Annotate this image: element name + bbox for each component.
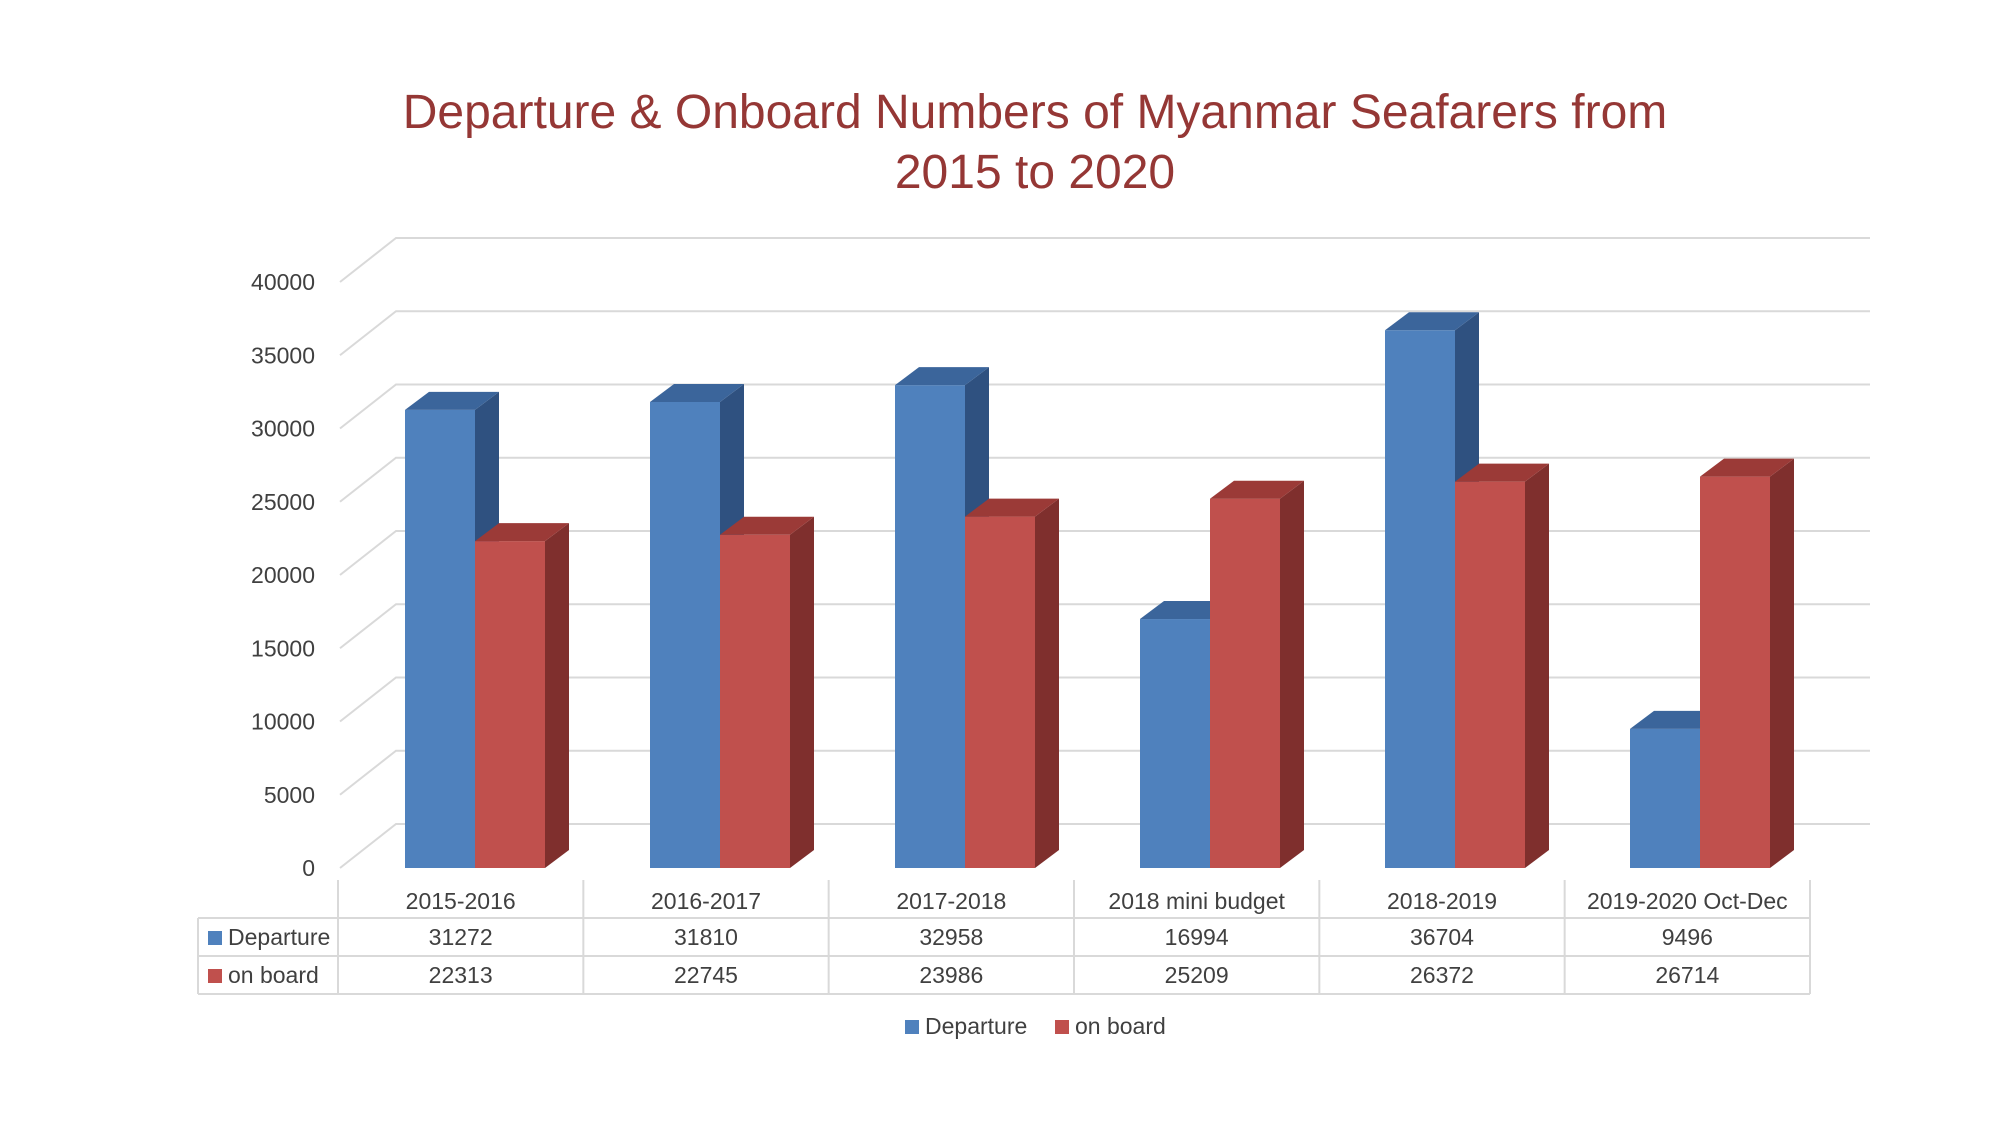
bar-side <box>1035 498 1059 868</box>
bar-side <box>790 516 814 868</box>
y-tick-label: 0 <box>302 855 315 881</box>
bar-top <box>475 523 569 542</box>
data-label: 31272 <box>429 924 493 950</box>
chart-title-line-1: Departure & Onboard Numbers of Myanmar S… <box>403 86 1668 139</box>
data-label: 32958 <box>919 924 983 950</box>
gridline <box>339 310 1870 357</box>
data-table: 2015-2016 2016-2017 2017-2018 2018 mini bud… <box>197 880 1811 995</box>
bar-side <box>1280 480 1304 868</box>
x-tick-label: 2015-2016 <box>406 888 516 914</box>
legend-label: on board <box>1075 1013 1166 1039</box>
chart-title-line-2: 2015 to 2020 <box>895 146 1175 199</box>
bar-front <box>1140 619 1210 868</box>
legend-label: Departure <box>925 1013 1027 1039</box>
bar-front <box>405 409 475 868</box>
bar-front <box>475 541 545 868</box>
y-tick-label: 25000 <box>251 489 315 515</box>
bar-on-board <box>720 516 814 868</box>
bar-top <box>1455 463 1549 482</box>
bar-front <box>1700 476 1770 868</box>
y-tick-label: 5000 <box>264 782 315 808</box>
data-label: 16994 <box>1165 924 1229 950</box>
x-tick-label: 2016-2017 <box>651 888 761 914</box>
legend: Departure on board <box>905 1013 1166 1039</box>
bar-top <box>720 516 814 535</box>
data-label: 26372 <box>1410 962 1474 988</box>
bar-on-board <box>1700 458 1794 868</box>
gridline <box>339 383 1870 430</box>
gridline <box>339 749 1870 796</box>
gridline <box>339 676 1870 723</box>
bar-side <box>1525 463 1549 868</box>
bar-front <box>895 385 965 868</box>
gridline <box>339 530 1870 576</box>
bar-front <box>965 516 1035 868</box>
bar-on-board <box>1210 480 1304 868</box>
bar-front <box>650 401 720 868</box>
y-tick-label: 40000 <box>251 269 315 295</box>
bar-top <box>895 367 989 386</box>
table-legend-key <box>208 931 222 945</box>
bar-front <box>1210 498 1280 868</box>
bar-top <box>1700 458 1794 477</box>
bar-front <box>1385 330 1455 869</box>
x-tick-label: 2017-2018 <box>896 888 1006 914</box>
gridlines <box>339 237 1870 869</box>
y-tick-label: 35000 <box>251 342 315 368</box>
data-label: 25209 <box>1165 962 1229 988</box>
bar-side <box>545 523 569 868</box>
legend-swatch <box>1055 1020 1069 1034</box>
bar-side <box>1770 458 1794 868</box>
data-label: 31810 <box>674 924 738 950</box>
y-axis-ticks: 0 5000 10000 15000 20000 25000 30000 35000 40000 <box>251 269 315 881</box>
x-tick-label: 2019-2020 Oct-Dec <box>1587 888 1788 914</box>
bar-top <box>650 383 744 402</box>
bar-top <box>405 391 499 410</box>
bar-on-board <box>1455 463 1549 868</box>
table-legend-key <box>208 969 222 983</box>
data-label: 23986 <box>919 962 983 988</box>
data-label: 36704 <box>1410 924 1474 950</box>
y-tick-label: 30000 <box>251 416 315 442</box>
bar-front <box>1630 728 1700 868</box>
gridline <box>339 823 1870 869</box>
data-label: 22745 <box>674 962 738 988</box>
bar-top <box>965 498 1059 517</box>
gridline <box>339 237 1870 283</box>
table-series-name: Departure <box>228 924 330 950</box>
x-tick-label: 2018 mini budget <box>1108 888 1285 914</box>
bar-front <box>720 534 790 868</box>
gridline <box>339 603 1870 650</box>
bar-on-board <box>965 498 1059 868</box>
table-series-name: on board <box>228 962 319 988</box>
bar-front <box>1455 481 1525 868</box>
data-label: 22313 <box>429 962 493 988</box>
bar-top <box>1385 312 1479 331</box>
y-tick-label: 10000 <box>251 709 315 735</box>
data-label: 26714 <box>1655 962 1719 988</box>
x-tick-label: 2018-2019 <box>1387 888 1497 914</box>
legend-swatch <box>905 1020 919 1034</box>
bar-top <box>1210 480 1304 499</box>
bars <box>405 312 1794 869</box>
gridline <box>339 456 1870 503</box>
y-tick-label: 20000 <box>251 562 315 588</box>
y-tick-label: 15000 <box>251 635 315 661</box>
bar-on-board <box>475 523 569 868</box>
data-label: 9496 <box>1662 924 1713 950</box>
